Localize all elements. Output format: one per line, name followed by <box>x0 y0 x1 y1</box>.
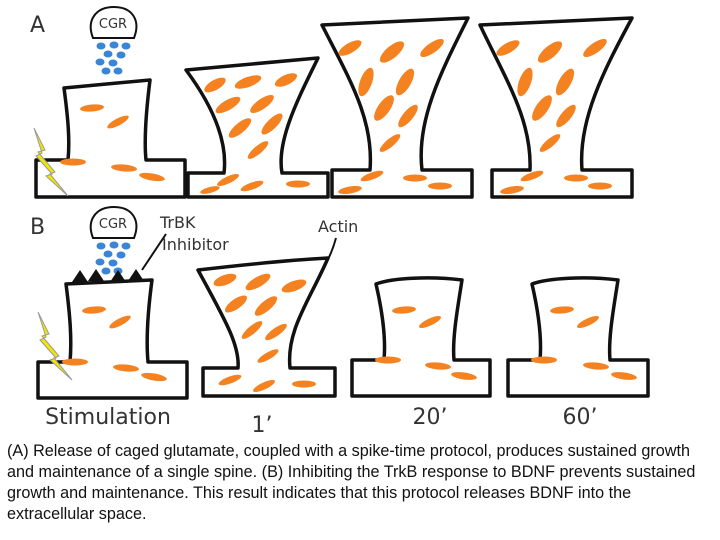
time-label-20min: 20’ <box>413 405 448 430</box>
inhibitor-spikes <box>72 269 144 282</box>
time-label-stimulation: Stimulation <box>45 405 171 430</box>
spine-a-1min <box>184 56 330 199</box>
inhibitor-label-line2: Inhibitor <box>162 235 229 254</box>
lightning-icon-a <box>33 127 69 197</box>
actin-label: Actin <box>318 217 358 236</box>
cgr-cage-b: CGR <box>89 205 138 239</box>
spine-b-20min <box>350 276 492 398</box>
spine-a-60min <box>478 16 634 199</box>
time-label-60min: 60’ <box>563 405 598 430</box>
time-label-1min: 1’ <box>252 413 273 438</box>
spine-b-60min <box>506 276 650 398</box>
inhibitor-label-line1: TrBK <box>159 213 196 232</box>
inhibitor-pointer <box>141 233 167 271</box>
spine-diagram: A CGR <box>30 5 650 438</box>
glutamate-dots-b <box>95 241 131 275</box>
figure-caption: (A) Release of caged glutamate, coupled … <box>7 442 696 523</box>
cgr-label-b: CGR <box>99 217 127 232</box>
cgr-cage-a: CGR <box>89 5 138 39</box>
spine-b-stimulation <box>36 278 189 400</box>
cgr-label-a: CGR <box>99 17 127 32</box>
glutamate-dots-a <box>95 41 131 75</box>
panel-a-letter: A <box>30 13 45 38</box>
spine-b-1min <box>196 256 337 398</box>
spine-a-stimulation <box>34 78 187 199</box>
lightning-icon-b <box>37 311 73 381</box>
spine-a-20min <box>320 16 474 199</box>
panel-b-letter: B <box>30 215 45 240</box>
